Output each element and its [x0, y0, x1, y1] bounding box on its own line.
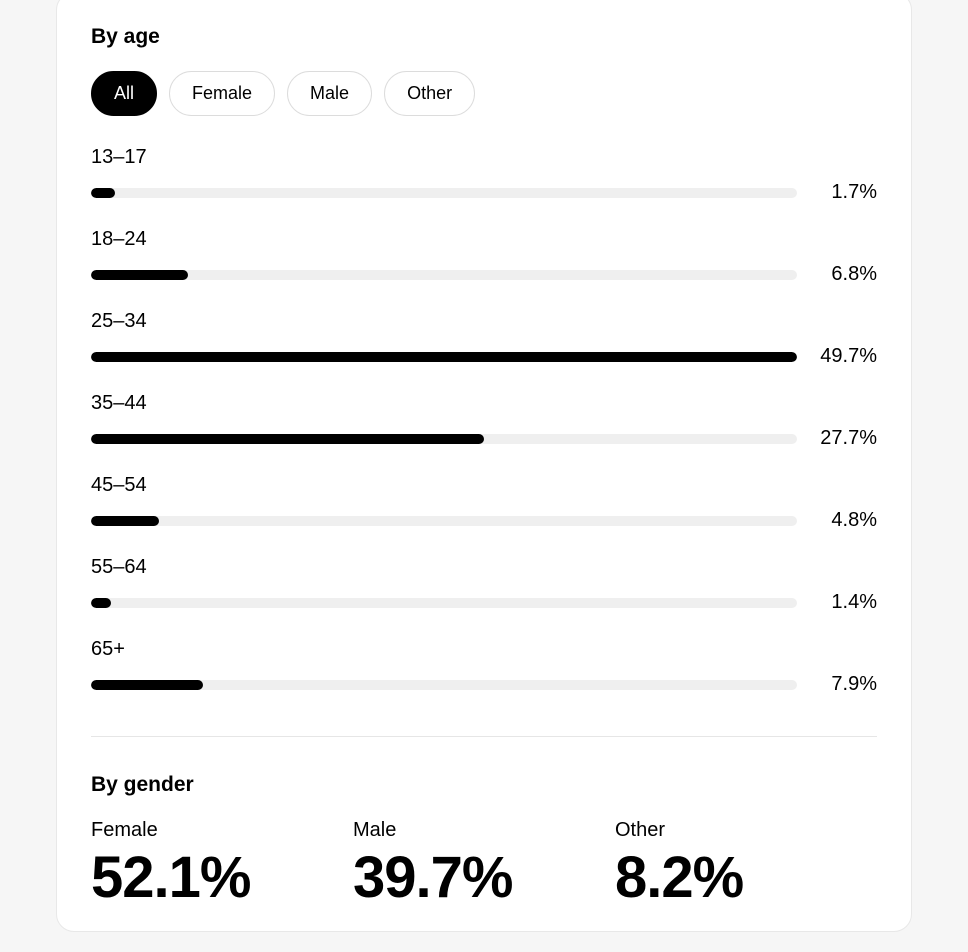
gender-label: Female — [91, 819, 353, 842]
bar-fill — [91, 352, 797, 362]
bar-line: 1.7% — [91, 181, 877, 204]
tab-male[interactable]: Male — [287, 71, 372, 116]
bar-fill — [91, 680, 203, 690]
bar-percent: 1.7% — [817, 181, 877, 204]
bar-track — [91, 516, 797, 526]
bar-percent: 49.7% — [817, 345, 877, 368]
tab-female[interactable]: Female — [169, 71, 275, 116]
analytics-card: By age All Female Male Other 13–17 1.7% … — [56, 0, 912, 932]
bar-percent: 6.8% — [817, 263, 877, 286]
age-label: 13–17 — [91, 146, 877, 169]
bar-track — [91, 680, 797, 690]
bar-track — [91, 352, 797, 362]
by-age-title: By age — [91, 25, 877, 49]
bar-percent: 1.4% — [817, 591, 877, 614]
age-label: 55–64 — [91, 556, 877, 579]
age-distribution-chart: 13–17 1.7% 18–24 6.8% 25–34 — [91, 146, 877, 696]
age-label: 65+ — [91, 638, 877, 661]
gender-distribution: Female 52.1% Male 39.7% Other 8.2% — [91, 819, 877, 909]
bar-fill — [91, 516, 159, 526]
gender-col-male: Male 39.7% — [353, 819, 615, 909]
bar-track — [91, 188, 797, 198]
bar-line: 27.7% — [91, 427, 877, 450]
age-row: 45–54 4.8% — [91, 474, 877, 532]
bar-track — [91, 270, 797, 280]
age-row: 25–34 49.7% — [91, 310, 877, 368]
age-label: 35–44 — [91, 392, 877, 415]
gender-label: Male — [353, 819, 615, 842]
bar-track — [91, 434, 797, 444]
bar-fill — [91, 188, 115, 198]
bar-fill — [91, 598, 111, 608]
bar-track — [91, 598, 797, 608]
age-row: 13–17 1.7% — [91, 146, 877, 204]
bar-percent: 27.7% — [817, 427, 877, 450]
gender-filter-tabs: All Female Male Other — [91, 71, 877, 116]
age-label: 18–24 — [91, 228, 877, 251]
bar-line: 7.9% — [91, 673, 877, 696]
age-row: 18–24 6.8% — [91, 228, 877, 286]
bar-percent: 7.9% — [817, 673, 877, 696]
age-row: 65+ 7.9% — [91, 638, 877, 696]
bar-line: 1.4% — [91, 591, 877, 614]
tab-other[interactable]: Other — [384, 71, 475, 116]
bar-line: 49.7% — [91, 345, 877, 368]
bar-percent: 4.8% — [817, 509, 877, 532]
bar-fill — [91, 434, 484, 444]
tab-all[interactable]: All — [91, 71, 157, 116]
section-divider — [91, 736, 877, 737]
bar-fill — [91, 270, 188, 280]
gender-value: 39.7% — [353, 848, 615, 909]
gender-label: Other — [615, 819, 877, 842]
bar-line: 4.8% — [91, 509, 877, 532]
gender-col-female: Female 52.1% — [91, 819, 353, 909]
by-gender-title: By gender — [91, 773, 877, 797]
age-label: 25–34 — [91, 310, 877, 333]
gender-value: 52.1% — [91, 848, 353, 909]
gender-value: 8.2% — [615, 848, 877, 909]
gender-col-other: Other 8.2% — [615, 819, 877, 909]
age-label: 45–54 — [91, 474, 877, 497]
age-row: 55–64 1.4% — [91, 556, 877, 614]
bar-line: 6.8% — [91, 263, 877, 286]
age-row: 35–44 27.7% — [91, 392, 877, 450]
